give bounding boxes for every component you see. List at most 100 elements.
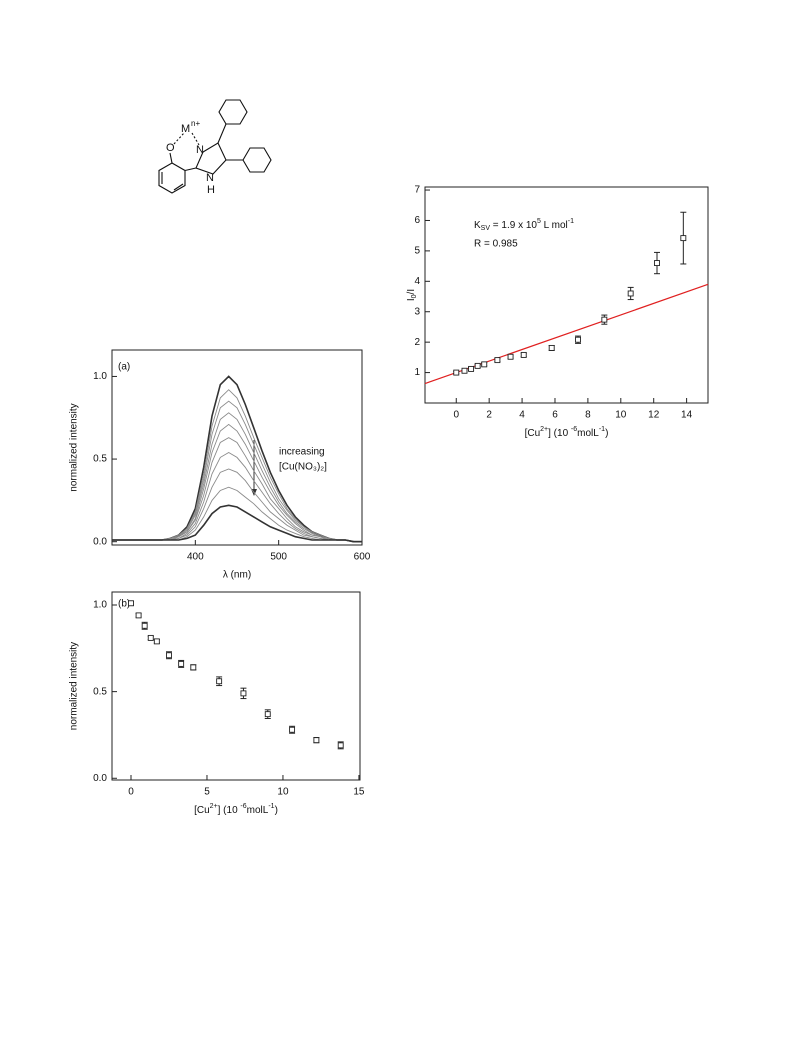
x-axis-label: [Cu2+] (10 -6molL-1) [525,426,609,438]
data-point [680,235,687,242]
y-axis-label-part: 0 [411,294,418,298]
coordination [173,132,185,145]
y-axis-label-part: /I [406,289,417,295]
y-axis-label: normalized intensity [69,403,80,491]
data-point [337,742,344,749]
data-point [147,634,154,641]
x-axis-label-part: molL [247,805,269,816]
bond [173,183,184,191]
x-tick-label: 10 [615,410,627,421]
plot-frame [111,349,363,546]
annotation-part: K [474,220,481,231]
atom-label: N [196,144,204,156]
y-tick-label: 2 [414,337,420,348]
data-point [601,316,608,323]
data-point [141,622,148,629]
y-tick-label: 0.5 [93,454,107,465]
data-point [575,336,581,343]
data-point [507,353,514,360]
annotation-part: L mol [541,220,568,231]
data-point [190,664,197,671]
y-tick-label: 1.0 [93,600,107,611]
spectrum-line [112,468,362,543]
phenol-ring [158,162,186,194]
x-axis-label-part: [Cu [525,428,541,439]
data-point [520,351,527,358]
x-tick-label: 400 [187,552,204,563]
x-tick-label: 6 [552,410,558,421]
x-tick-label: 10 [277,787,289,798]
x-axis-label-part: -1 [268,803,274,810]
data-point [313,737,320,744]
x-tick-label: 600 [354,552,371,563]
x-tick-label: 0 [453,410,459,421]
x-axis-label-part: -6 [571,426,577,433]
bond [169,152,173,164]
x-axis-label: λ (nm) [223,570,251,581]
data-point [548,344,555,351]
annotation-part: SV [481,225,491,232]
spectrum-line [112,486,362,543]
data-point [264,711,271,718]
panel-label: (b) [118,599,130,610]
x-axis-label-part: ] (10 [548,428,571,439]
data-point [240,690,247,697]
annotation-part: 5 [537,218,541,225]
x-axis-label-part: molL [577,428,599,439]
x-tick-label: 0 [128,787,134,798]
data-point [494,357,501,364]
molecule: O M n+ N N H [158,99,272,196]
x-tick-label: 14 [681,410,693,421]
y-tick-label: 6 [414,215,420,226]
x-tick-label: 8 [585,410,591,421]
annotation-part: = 1.9 x 10 [490,220,537,231]
y-tick-label: 0.0 [93,536,107,547]
atom-label: M [181,123,190,135]
y-tick-label: 0.5 [93,686,107,697]
data-point [178,660,185,667]
data-point [627,290,634,297]
data-point [481,361,488,368]
x-axis-label-part: ) [605,428,608,439]
data-point [468,365,475,372]
y-tick-label: 1 [414,367,420,378]
x-tick-label: 4 [519,410,525,421]
data-point [153,638,160,645]
y-tick-label: 7 [414,185,420,196]
atom-label: N [206,172,214,184]
data-point [474,362,481,369]
x-tick-label: 2 [486,410,492,421]
annotation: R = 0.985 [474,239,518,250]
plot-frame [424,186,709,404]
data-point [289,726,296,733]
spectrum-line [112,375,362,543]
data-point [216,678,223,685]
x-axis-label-part: 2+ [540,426,548,433]
x-axis-label-part: [Cu [194,805,210,816]
atom-label: H [207,184,215,196]
y-axis-label: normalized intensity [69,642,80,730]
x-axis-label-part: 2+ [210,803,218,810]
panel-label: (a) [118,362,130,373]
atom-label: O [166,142,175,154]
y-tick-label: 3 [414,306,420,317]
bond [217,123,227,144]
x-tick-label: 15 [353,787,365,798]
annotation: increasing [279,447,325,458]
x-tick-label: 500 [270,552,287,563]
y-tick-label: 5 [414,246,420,257]
phenyl-ring [218,99,248,125]
y-tick-label: 4 [414,276,420,287]
data-point [461,367,468,374]
x-axis-label-part: ) [275,805,278,816]
data-point [654,260,660,267]
bond [184,167,197,172]
x-tick-label: 5 [204,787,210,798]
data-point [453,369,460,376]
annotation: KSV = 1.9 x 105 L mol-1 [474,218,574,232]
annotation-part: -1 [568,218,574,225]
x-axis-label: [Cu2+] (10 -6molL-1) [194,803,278,815]
y-axis-label: I0/I [406,289,419,301]
annotation: [Cu(NO₃)₂] [279,462,327,473]
fit-line [424,283,709,385]
